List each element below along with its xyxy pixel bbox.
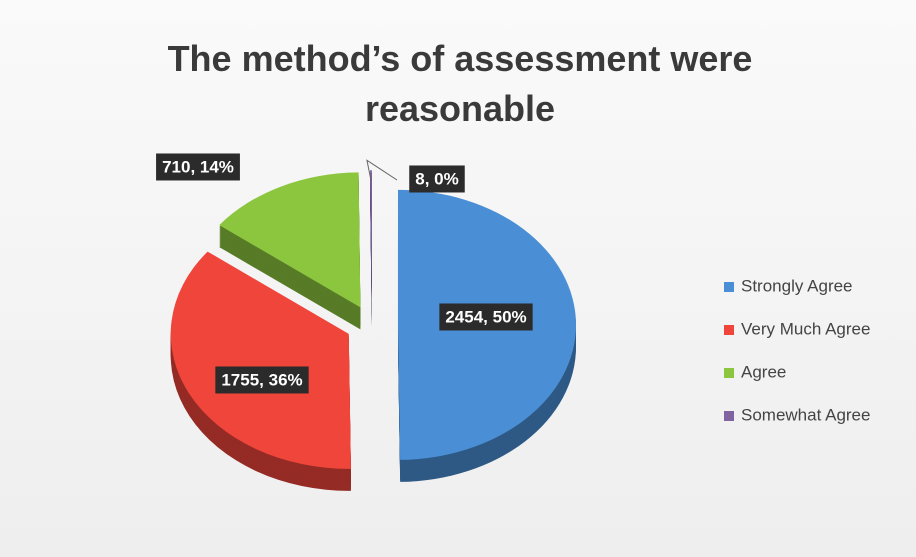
data-label: 8, 0% — [409, 165, 465, 193]
legend-label: Strongly Agree — [741, 276, 853, 295]
data-label-text: 8, 0% — [415, 169, 458, 188]
chart-title: The method’s of assessment were reasonab… — [167, 38, 753, 129]
data-label: 2454, 50% — [439, 303, 533, 331]
slice — [219, 172, 361, 308]
legend-swatch — [724, 368, 734, 378]
legend-swatch — [724, 411, 734, 421]
data-label-box — [156, 153, 240, 181]
data-label-text: 2454, 50% — [445, 307, 526, 326]
data-label-text: 1755, 36% — [221, 370, 302, 389]
data-label: 1755, 36% — [215, 366, 309, 394]
data-label-box — [215, 366, 309, 394]
data-label-box — [409, 165, 465, 193]
data-label-text: 710, 14% — [162, 157, 234, 176]
legend-swatch — [724, 282, 734, 292]
slice — [370, 170, 372, 306]
slice — [170, 251, 351, 469]
legend-label: Very Much Agree — [741, 319, 870, 338]
data-label-box — [439, 303, 533, 331]
leader-line — [366, 159, 398, 181]
legend-label: Agree — [741, 362, 786, 381]
legend-label: Somewhat Agree — [741, 405, 870, 424]
legend-swatch — [724, 325, 734, 335]
data-label: 710, 14% — [156, 153, 240, 181]
